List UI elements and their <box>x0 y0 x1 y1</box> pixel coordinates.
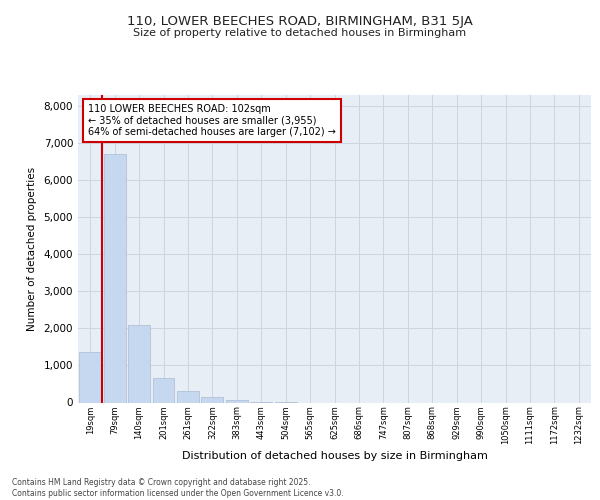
Bar <box>104 154 125 402</box>
Bar <box>128 324 150 402</box>
Bar <box>152 378 175 402</box>
Bar <box>177 390 199 402</box>
Bar <box>202 396 223 402</box>
X-axis label: Distribution of detached houses by size in Birmingham: Distribution of detached houses by size … <box>182 451 487 461</box>
Y-axis label: Number of detached properties: Number of detached properties <box>26 166 37 331</box>
Bar <box>226 400 248 402</box>
Bar <box>79 352 101 403</box>
Text: 110 LOWER BEECHES ROAD: 102sqm
← 35% of detached houses are smaller (3,955)
64% : 110 LOWER BEECHES ROAD: 102sqm ← 35% of … <box>88 104 336 138</box>
Text: 110, LOWER BEECHES ROAD, BIRMINGHAM, B31 5JA: 110, LOWER BEECHES ROAD, BIRMINGHAM, B31… <box>127 15 473 28</box>
Text: Size of property relative to detached houses in Birmingham: Size of property relative to detached ho… <box>133 28 467 38</box>
Text: Contains HM Land Registry data © Crown copyright and database right 2025.
Contai: Contains HM Land Registry data © Crown c… <box>12 478 344 498</box>
